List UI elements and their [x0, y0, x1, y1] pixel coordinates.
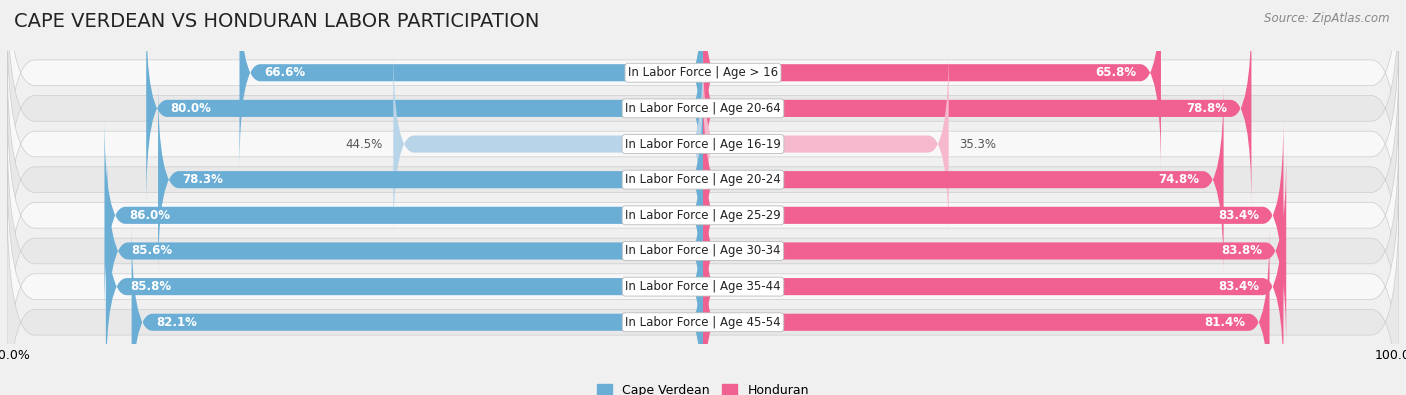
FancyBboxPatch shape [7, 0, 1399, 203]
Legend: Cape Verdean, Honduran: Cape Verdean, Honduran [592, 379, 814, 395]
Text: 78.3%: 78.3% [183, 173, 224, 186]
FancyBboxPatch shape [703, 10, 1251, 207]
FancyBboxPatch shape [146, 10, 703, 207]
FancyBboxPatch shape [703, 46, 949, 243]
Text: In Labor Force | Age 20-64: In Labor Force | Age 20-64 [626, 102, 780, 115]
FancyBboxPatch shape [703, 0, 1161, 171]
FancyBboxPatch shape [104, 117, 703, 314]
Text: In Labor Force | Age > 16: In Labor Force | Age > 16 [628, 66, 778, 79]
Text: In Labor Force | Age 45-54: In Labor Force | Age 45-54 [626, 316, 780, 329]
FancyBboxPatch shape [157, 81, 703, 278]
FancyBboxPatch shape [7, 14, 1399, 274]
Text: 65.8%: 65.8% [1095, 66, 1136, 79]
FancyBboxPatch shape [703, 188, 1284, 385]
FancyBboxPatch shape [7, 121, 1399, 381]
Text: In Labor Force | Age 16-19: In Labor Force | Age 16-19 [626, 137, 780, 150]
FancyBboxPatch shape [7, 192, 1399, 395]
FancyBboxPatch shape [7, 0, 1399, 238]
Text: 80.0%: 80.0% [170, 102, 211, 115]
Text: 44.5%: 44.5% [346, 137, 382, 150]
Text: 85.8%: 85.8% [131, 280, 172, 293]
Text: 83.4%: 83.4% [1218, 209, 1260, 222]
FancyBboxPatch shape [7, 86, 1399, 345]
FancyBboxPatch shape [703, 81, 1223, 278]
Text: In Labor Force | Age 20-24: In Labor Force | Age 20-24 [626, 173, 780, 186]
Text: 66.6%: 66.6% [264, 66, 305, 79]
Text: In Labor Force | Age 35-44: In Labor Force | Age 35-44 [626, 280, 780, 293]
FancyBboxPatch shape [132, 224, 703, 395]
Text: 74.8%: 74.8% [1159, 173, 1199, 186]
Text: In Labor Force | Age 25-29: In Labor Force | Age 25-29 [626, 209, 780, 222]
Text: 35.3%: 35.3% [959, 137, 995, 150]
Text: 82.1%: 82.1% [156, 316, 197, 329]
FancyBboxPatch shape [703, 152, 1286, 349]
Text: 81.4%: 81.4% [1204, 316, 1246, 329]
FancyBboxPatch shape [7, 157, 1399, 395]
Text: 86.0%: 86.0% [129, 209, 170, 222]
FancyBboxPatch shape [7, 50, 1399, 309]
Text: In Labor Force | Age 30-34: In Labor Force | Age 30-34 [626, 245, 780, 258]
FancyBboxPatch shape [105, 188, 703, 385]
Text: 83.4%: 83.4% [1218, 280, 1260, 293]
FancyBboxPatch shape [703, 224, 1270, 395]
Text: CAPE VERDEAN VS HONDURAN LABOR PARTICIPATION: CAPE VERDEAN VS HONDURAN LABOR PARTICIPA… [14, 12, 540, 31]
Text: 85.6%: 85.6% [132, 245, 173, 258]
Text: Source: ZipAtlas.com: Source: ZipAtlas.com [1264, 12, 1389, 25]
Text: 83.8%: 83.8% [1220, 245, 1261, 258]
FancyBboxPatch shape [107, 152, 703, 349]
Text: 78.8%: 78.8% [1187, 102, 1227, 115]
FancyBboxPatch shape [239, 0, 703, 171]
FancyBboxPatch shape [703, 117, 1284, 314]
FancyBboxPatch shape [394, 46, 703, 243]
